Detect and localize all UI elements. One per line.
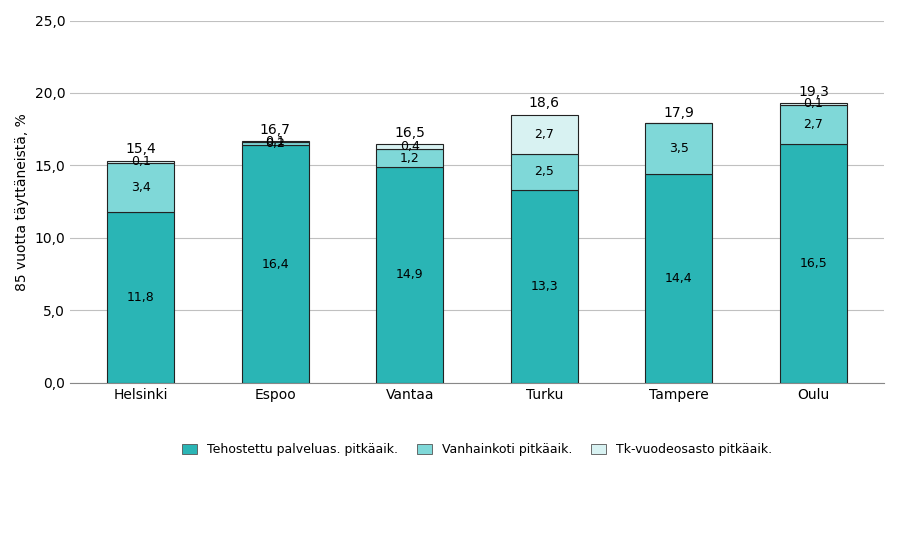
Text: 2,7: 2,7 [534, 128, 555, 141]
Text: 19,3: 19,3 [798, 86, 829, 100]
Bar [376, 144, 443, 150]
Bar [779, 105, 847, 144]
Text: 0,1: 0,1 [804, 98, 823, 110]
Text: 11,8: 11,8 [127, 291, 155, 304]
Text: 1,2: 1,2 [400, 152, 420, 165]
Bar [511, 115, 578, 154]
Bar [645, 174, 713, 383]
Text: 18,6: 18,6 [529, 95, 560, 110]
Bar [107, 161, 174, 162]
Text: 16,4: 16,4 [262, 257, 289, 271]
Bar [779, 144, 847, 383]
Text: 13,3: 13,3 [530, 280, 558, 293]
Text: 0,1: 0,1 [265, 135, 285, 148]
Bar [645, 123, 713, 174]
Text: 0,4: 0,4 [400, 140, 420, 153]
Text: 3,4: 3,4 [131, 181, 151, 193]
Text: 15,4: 15,4 [126, 142, 156, 156]
Text: 2,5: 2,5 [534, 166, 555, 178]
Bar [511, 154, 578, 190]
Bar [376, 150, 443, 167]
Text: 16,5: 16,5 [799, 257, 827, 270]
Bar [511, 190, 578, 383]
Text: 2,7: 2,7 [804, 117, 823, 131]
Bar [107, 162, 174, 212]
Bar [779, 103, 847, 105]
Text: 3,5: 3,5 [669, 142, 689, 155]
Bar [107, 212, 174, 383]
Bar [242, 141, 309, 142]
Text: 17,9: 17,9 [663, 106, 694, 120]
Y-axis label: 85 vuotta täyttäneistä, %: 85 vuotta täyttäneistä, % [15, 113, 29, 291]
Text: 14,9: 14,9 [396, 269, 423, 281]
Text: 16,5: 16,5 [395, 126, 425, 140]
Text: 0,1: 0,1 [131, 155, 151, 168]
Text: 0,2: 0,2 [265, 137, 285, 150]
Bar [242, 145, 309, 383]
Text: 14,4: 14,4 [665, 272, 692, 285]
Bar [376, 167, 443, 383]
Text: 16,7: 16,7 [260, 123, 290, 137]
Bar [242, 142, 309, 145]
Legend: Tehostettu palveluas. pitkäaik., Vanhainkoti pitkäaik., Tk-vuodeosasto pitkäaik.: Tehostettu palveluas. pitkäaik., Vanhain… [182, 443, 772, 456]
